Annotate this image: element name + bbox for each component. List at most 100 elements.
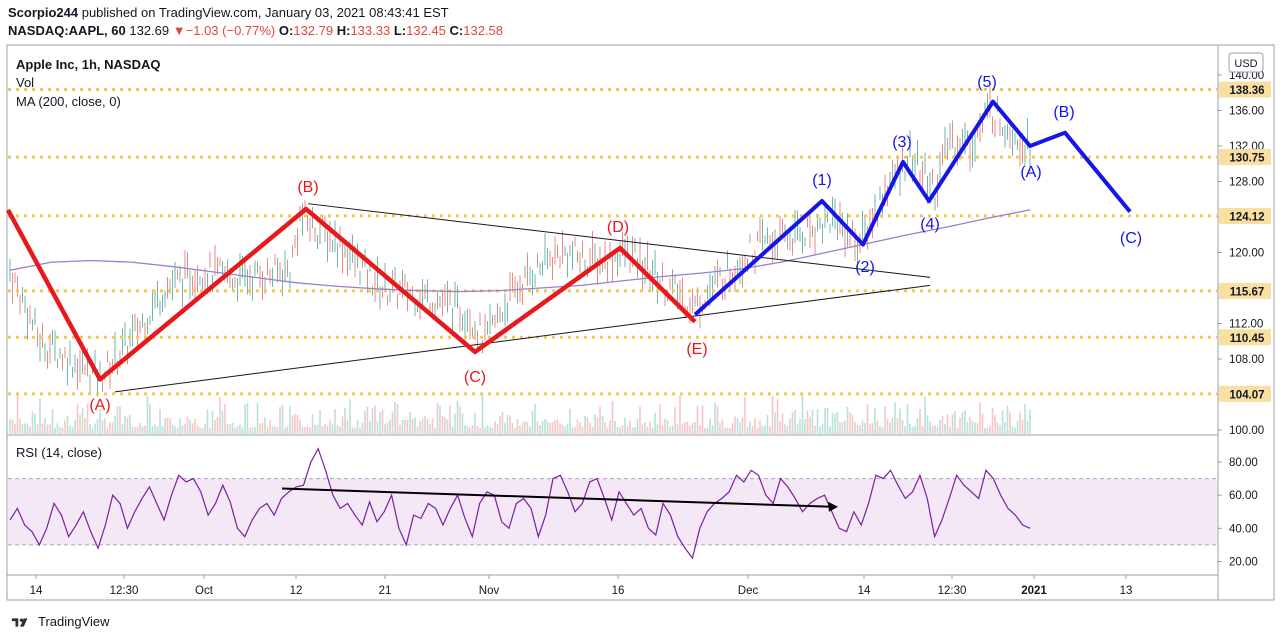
volume-bar — [844, 420, 846, 434]
volume-bar — [426, 418, 429, 434]
time-tick-label: 12:30 — [110, 585, 139, 597]
volume-bar — [909, 423, 911, 434]
volume-bar — [389, 419, 391, 434]
volume-bar — [721, 419, 724, 434]
volume-bar — [341, 416, 344, 434]
volume-bar — [611, 400, 614, 434]
volume-bar — [761, 426, 764, 434]
volume-bar — [174, 426, 176, 434]
volume-bar — [356, 419, 359, 434]
volume-bar — [679, 395, 681, 434]
volume-bar — [29, 426, 31, 434]
volume-bar — [479, 427, 481, 434]
volume-bar — [651, 427, 654, 434]
volume-bar — [399, 424, 401, 434]
volume-bar — [521, 422, 524, 434]
volume-bar — [901, 419, 904, 434]
rsi-divergence-line — [281, 487, 833, 508]
vol-legend: Vol — [16, 75, 34, 90]
volume-bar — [914, 425, 916, 434]
volume-bar — [969, 416, 971, 434]
volume-bar — [256, 403, 259, 434]
volume-bar — [666, 420, 669, 434]
volume-bar — [311, 414, 314, 434]
volume-bar — [924, 396, 926, 434]
time-axis[interactable] — [6, 574, 1219, 601]
red-wave-label: (B) — [297, 179, 318, 196]
volume-bar — [404, 419, 406, 434]
volume-bar — [419, 420, 421, 434]
volume-bar — [754, 418, 756, 434]
ohlc-line: NASDAQ:AAPL, 60 132.69 ▼−1.03 (−0.77%) O… — [8, 23, 503, 38]
volume-bar — [444, 416, 446, 434]
volume-bar — [219, 396, 221, 434]
volume-bar — [814, 425, 816, 434]
volume-bar — [474, 412, 476, 434]
volume-bar — [534, 403, 536, 434]
volume-bar — [9, 419, 11, 434]
volume-bar — [379, 412, 381, 434]
volume-bar — [129, 414, 131, 434]
level-price-label: 138.36 — [1229, 85, 1264, 97]
volume-bar — [54, 427, 56, 434]
volume-bar — [459, 406, 461, 434]
volume-bar — [496, 424, 499, 434]
currency-badge[interactable] — [1228, 52, 1264, 73]
volume-bar — [364, 410, 366, 434]
volume-bar — [161, 426, 164, 434]
volume-bar — [439, 405, 441, 434]
blue-wave-label: (B) — [1053, 104, 1074, 121]
volume-bar — [451, 426, 454, 434]
volume-bar — [986, 427, 989, 434]
red-wave-label: (C) — [464, 369, 486, 386]
volume-bar — [164, 418, 166, 434]
level-price-tag — [1219, 329, 1271, 346]
volume-bar — [856, 424, 859, 434]
volume-bar — [756, 427, 759, 434]
volume-bar — [831, 412, 834, 434]
volume-bar — [254, 427, 256, 434]
volume-bar — [764, 425, 766, 434]
time-tick-label: Dec — [738, 585, 759, 597]
volume-bar — [76, 404, 79, 434]
volume-bar — [1006, 405, 1009, 434]
volume-bar — [339, 426, 341, 434]
volume-bar — [121, 424, 124, 434]
volume-bar — [1014, 427, 1016, 434]
volume-bar — [309, 427, 311, 434]
volume-bar — [44, 418, 46, 434]
volume-bar — [674, 407, 676, 434]
price-axis[interactable] — [1217, 44, 1275, 601]
volume-bar — [306, 426, 309, 434]
volume-bar — [984, 427, 986, 434]
volume-bar — [584, 415, 586, 434]
volume-bar — [286, 426, 289, 434]
volume-bar — [801, 393, 804, 434]
volume-bar — [31, 411, 34, 434]
volume-bar — [711, 425, 714, 434]
volume-bar — [201, 427, 204, 434]
volume-bar — [779, 421, 781, 434]
down-arrow-icon: ▼ — [172, 23, 186, 38]
blue-wave-label: (A) — [1020, 164, 1041, 181]
level-price-label: 130.75 — [1229, 153, 1265, 165]
volume-bar — [1026, 421, 1029, 434]
volume-bar — [326, 425, 329, 434]
open-label: O: — [278, 23, 294, 38]
rsi-line — [9, 447, 1031, 560]
volume-bar — [481, 393, 484, 434]
volume-bar — [414, 417, 416, 434]
volume-bar — [724, 427, 726, 434]
volume-bar — [849, 412, 851, 434]
level-price-label: 110.45 — [1230, 333, 1265, 345]
volume-bar — [726, 427, 729, 434]
volume-bar — [314, 424, 316, 434]
volume-bar — [594, 414, 596, 434]
volume-bar — [1004, 422, 1006, 434]
volume-bar — [194, 419, 196, 434]
volume-bar — [134, 427, 136, 434]
volume-bar — [929, 421, 931, 434]
volume-bar — [514, 427, 516, 434]
blue-wave-label: (4) — [920, 216, 940, 233]
